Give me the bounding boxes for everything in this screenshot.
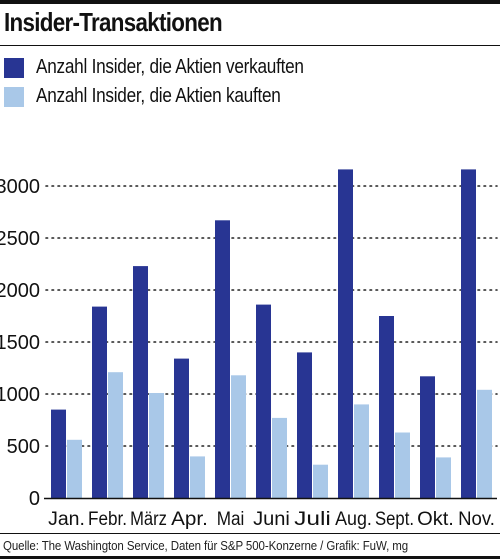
bar-sellers <box>215 220 230 499</box>
y-tick-label: 1000 <box>0 384 40 406</box>
source-note: Quelle: The Washington Service, Daten fü… <box>3 539 409 553</box>
x-tick-label: Okt. <box>417 509 454 530</box>
legend-swatch-sellers <box>4 57 24 78</box>
bar-chart: 0 500 1000 1500 2000 2500 3000 Jan. Febr. März Apr… <box>0 169 498 530</box>
chart-title: Insider-Transaktionen <box>4 7 223 37</box>
x-tick-label: Sept. <box>375 509 414 530</box>
x-tick-label: Juni <box>253 509 290 530</box>
legend-item-buyers: Anzahl Insider, die Aktien kauften <box>4 82 347 111</box>
y-tick-label: 2500 <box>0 228 40 250</box>
x-tick-label: Mai <box>217 509 245 530</box>
bar-buyers <box>272 417 287 498</box>
bar-sellers <box>420 376 435 498</box>
y-tick-label: 500 <box>7 436 40 458</box>
title-divider <box>0 45 500 46</box>
y-tick-label: 0 <box>29 488 40 510</box>
bar-sellers <box>297 352 312 498</box>
x-tick-label: Aug. <box>335 509 372 530</box>
source-divider <box>0 533 500 534</box>
bar-buyers <box>313 464 328 498</box>
x-tick-label: Febr. <box>88 509 127 530</box>
bar-buyers <box>354 404 369 498</box>
bar-buyers <box>395 432 410 498</box>
x-tick-label: März <box>130 509 167 530</box>
legend-label-buyers: Anzahl Insider, die Aktien kauften <box>36 85 281 107</box>
y-tick-label: 2000 <box>0 280 40 302</box>
bar-buyers <box>477 389 492 498</box>
bar-sellers <box>174 358 189 498</box>
bar-sellers <box>461 169 476 498</box>
x-tick-label: Apr. <box>171 509 208 530</box>
legend: Anzahl Insider, die Aktien verkauften An… <box>4 53 347 111</box>
bar-buyers <box>67 439 82 498</box>
x-tick-label: Nov. <box>458 509 495 530</box>
y-tick-label: 3000 <box>0 176 40 198</box>
bar-sellers <box>51 409 66 498</box>
bar-sellers <box>256 304 271 498</box>
x-tick-label: Juli <box>294 509 331 530</box>
bottom-rule <box>0 556 500 559</box>
x-tick-label: Jan. <box>48 509 85 530</box>
legend-label-sellers: Anzahl Insider, die Aktien verkauften <box>36 56 304 78</box>
bar-sellers <box>92 306 107 498</box>
legend-swatch-buyers <box>4 86 24 107</box>
bar-buyers <box>436 457 451 498</box>
legend-item-sellers: Anzahl Insider, die Aktien verkauften <box>4 53 347 82</box>
bar-sellers <box>133 266 148 498</box>
bar-sellers <box>338 169 353 498</box>
y-tick-label: 1500 <box>0 332 40 354</box>
bar-buyers <box>149 393 164 498</box>
bar-buyers <box>108 372 123 498</box>
bar-buyers <box>190 456 205 498</box>
bar-sellers <box>379 316 394 498</box>
top-rule <box>0 0 500 4</box>
bar-buyers <box>231 375 246 498</box>
